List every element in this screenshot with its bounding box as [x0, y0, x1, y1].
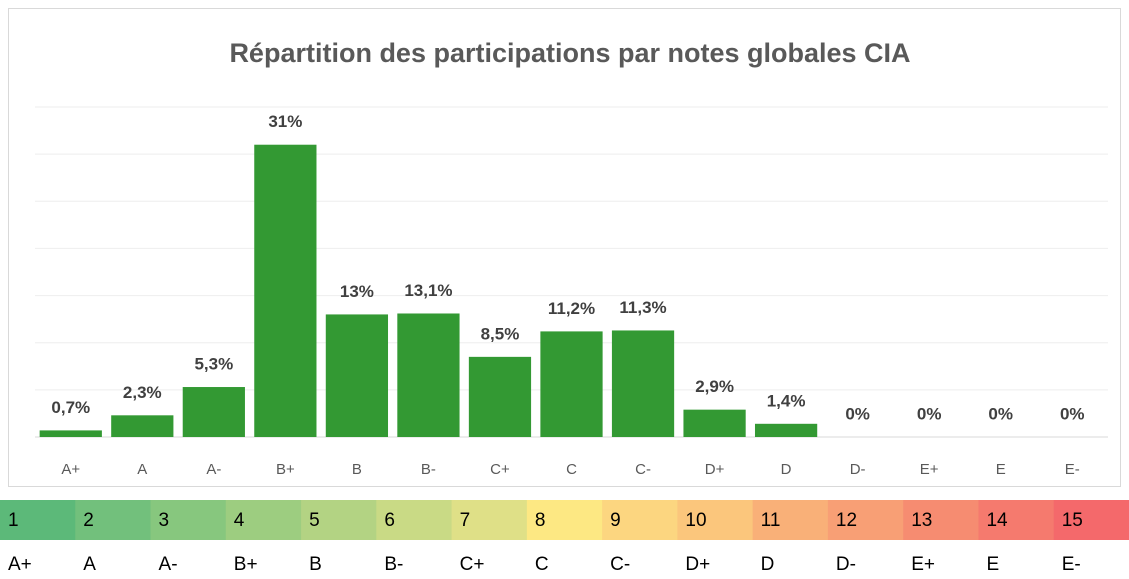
scale-cell [677, 500, 754, 540]
scale-cell [75, 500, 152, 540]
scale-cell [376, 500, 453, 540]
scale-number: 3 [159, 510, 170, 531]
scale-label: B+ [234, 554, 258, 575]
bar [540, 331, 603, 437]
scale-label: B- [384, 554, 403, 575]
scale-cell [526, 500, 603, 540]
scale-cell [827, 500, 904, 540]
x-tick-label: E+ [920, 461, 939, 478]
scale-number: 13 [911, 510, 932, 531]
scale-label: C [535, 554, 549, 575]
x-tick-label: C+ [490, 461, 510, 478]
scale-number: 4 [234, 510, 245, 531]
bar [683, 409, 746, 437]
data-label: 5,3% [194, 355, 233, 374]
scale-number: 2 [83, 510, 94, 531]
x-tick-label: E [996, 461, 1006, 478]
scale-cell [978, 500, 1055, 540]
scale-label: D+ [685, 554, 710, 575]
data-label: 11,2% [548, 299, 595, 318]
bar [325, 314, 389, 437]
x-tick-label: E- [1065, 461, 1080, 478]
x-tick-label: A [137, 461, 147, 478]
scale-number: 5 [309, 510, 320, 531]
bar [254, 144, 317, 437]
data-label: 31% [268, 112, 302, 131]
x-tick-label: D+ [705, 461, 725, 478]
scale-label: D [761, 554, 775, 575]
scale-number: 15 [1062, 510, 1083, 531]
scale-cell [451, 500, 528, 540]
scale-number: 8 [535, 510, 546, 531]
data-label: 13,1% [404, 281, 452, 300]
x-tick-label: C- [635, 461, 651, 478]
scale-number: 14 [986, 510, 1008, 531]
scale-label: C+ [460, 554, 485, 575]
scale-label: A+ [8, 554, 32, 575]
scale-cell [301, 500, 377, 540]
data-label: 2,3% [123, 383, 162, 402]
bar [754, 423, 818, 437]
scale-label: C- [610, 554, 630, 575]
scale-number: 6 [384, 510, 395, 531]
scale-cell [602, 500, 678, 540]
x-tick-label: C [566, 461, 577, 478]
scale-cell [903, 500, 979, 540]
data-label: 0% [1060, 404, 1085, 423]
data-label: 13% [340, 282, 374, 301]
scale-cell [752, 500, 829, 540]
scale-label: A [83, 554, 96, 575]
scale-label: E- [1062, 554, 1081, 575]
scale-number: 11 [761, 510, 781, 531]
scale-label: E+ [911, 554, 935, 575]
scale-label: D- [836, 554, 856, 575]
scale-label: E [986, 554, 999, 575]
bar [39, 430, 102, 437]
scale-number: 10 [685, 510, 706, 531]
scale-cell [150, 500, 227, 540]
bar [111, 415, 174, 437]
data-label: 8,5% [481, 324, 520, 343]
scale-cell [0, 500, 76, 540]
bar [182, 387, 245, 437]
scale-cell [1053, 500, 1129, 540]
scale-number: 7 [460, 510, 471, 531]
x-tick-label: B [352, 461, 362, 478]
bar [611, 330, 675, 437]
bar [468, 356, 532, 437]
x-tick-label: A+ [61, 461, 80, 478]
data-label: 11,3% [619, 298, 666, 317]
data-label: 1,4% [767, 391, 806, 410]
chart-title: Répartition des participations par notes… [229, 38, 910, 68]
data-label: 0,7% [51, 398, 90, 417]
scale-label: B [309, 554, 322, 575]
data-label: 0% [917, 404, 942, 423]
scale-number: 9 [610, 510, 621, 531]
data-label: 2,9% [695, 377, 734, 396]
x-tick-label: B- [421, 461, 436, 478]
scale-number: 12 [836, 510, 857, 531]
scale-number: 1 [8, 510, 19, 531]
data-label: 0% [988, 404, 1013, 423]
scale-label: A- [159, 554, 178, 575]
bar [397, 313, 460, 437]
x-tick-label: D- [850, 461, 866, 478]
x-tick-label: A- [206, 461, 221, 478]
x-tick-label: B+ [276, 461, 295, 478]
x-tick-label: D [781, 461, 792, 478]
scale-cell [225, 500, 302, 540]
data-label: 0% [845, 404, 870, 423]
